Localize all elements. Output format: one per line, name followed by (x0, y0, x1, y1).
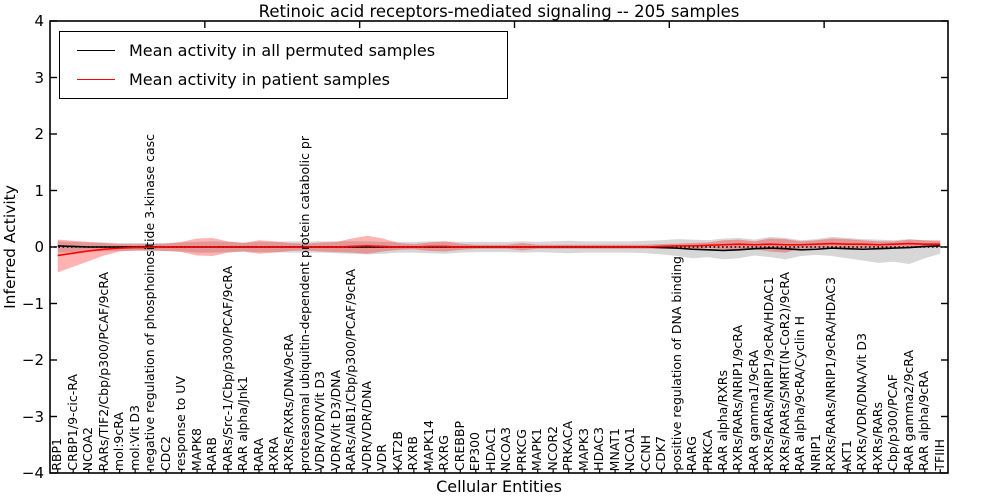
y-tick-label: −2 (21, 351, 44, 369)
x-tick-label: RARs/AIB1/Cbp/p300/PCAF/9cRA (343, 269, 359, 471)
x-tick-label: RXRs/RARs/NRIP1/9cRA/HDAC1 (761, 277, 777, 471)
x-tick-label: MAPK8 (188, 427, 204, 471)
x-tick-label: RARG (684, 435, 700, 471)
x-tick-label: mol:Vit D3 (126, 405, 142, 471)
x-tick-label: RXRs/RARs (869, 402, 885, 471)
x-tick-label: RXRG (436, 435, 452, 471)
x-tick-label: MAPK1 (529, 427, 545, 471)
x-tick-label: RXRs/VDR/DNA/Vit D3 (854, 333, 870, 471)
x-tick-label: response to UV (173, 376, 189, 471)
x-tick-label: RARs/TIF2/Cbp/p300/PCAF/9cRA (95, 271, 111, 471)
x-tick-label: RXRs/RARs/NRIP1/9cRA/HDAC3 (823, 277, 839, 471)
x-tick-label: RAR alpha/9cRA (916, 371, 932, 471)
x-tick-label: RBP1 (49, 438, 65, 471)
patient-mean-line (57, 242, 941, 257)
y-tick-label: −1 (21, 294, 44, 313)
legend-line-sample (77, 79, 115, 80)
x-axis-label: Cellular Entities (436, 477, 562, 496)
x-tick-label: MAPK14 (420, 420, 436, 471)
y-tick-label: 0 (34, 238, 44, 256)
x-tick-label: mol:9cRA (111, 411, 127, 471)
x-tick-label: NCOA1 (622, 426, 638, 471)
x-tick-label: HDAC1 (482, 427, 498, 471)
x-tick-label: proteasomal ubiquitin-dependent protein … (296, 135, 312, 471)
x-tick-label: CDK7 (653, 436, 669, 471)
x-tick-label: CREBBP (451, 421, 467, 471)
y-tick-label: −3 (21, 407, 44, 426)
y-tick-label: −4 (21, 464, 44, 482)
x-tick-label: VDR (374, 444, 390, 471)
x-tick-label: RAR gamma1/9cRA (745, 350, 761, 471)
x-tick-label: RAR gamma2/9cRA (900, 350, 916, 471)
permuted-band (57, 236, 941, 264)
x-tick-label: RXRB (405, 436, 421, 471)
x-tick-label: RARB (204, 437, 220, 471)
x-tick-label: positive regulation of DNA binding (668, 256, 684, 471)
legend-entry: Mean activity in all permuted samples (60, 41, 507, 60)
x-tick-label: MAPK3 (575, 427, 591, 471)
x-tick-label: RARs/Src-1/Cbp/p300/PCAF/9cRA (219, 265, 235, 471)
x-tick-label: RAR alpha/Jnk1 (235, 375, 251, 471)
x-tick-label: EP300 (467, 431, 483, 471)
x-tick-label: NRIP1 (807, 433, 823, 471)
y-tick-label: 4 (34, 12, 44, 30)
x-tick-label: PRKCA (699, 429, 715, 471)
x-tick-label: CRBP1/9-cic-RA (64, 374, 80, 471)
x-tick-label: Cbp/p300/PCAF (885, 374, 901, 471)
x-tick-label: CCNH (637, 434, 653, 471)
x-tick-label: VDR/VDR/DNA (358, 381, 374, 471)
x-tick-label: VDR/VDR/Vit D3 (312, 370, 328, 471)
x-tick-label: RXRA (266, 437, 281, 471)
legend-line-sample (77, 50, 115, 51)
legend-label: Mean activity in patient samples (129, 70, 390, 89)
x-tick-label: PRKCG (513, 428, 529, 471)
x-tick-label: KAT2B (389, 431, 405, 471)
y-tick-label: 1 (34, 181, 44, 200)
y-tick-label: 2 (34, 125, 44, 143)
x-tick-label: AKT1 (838, 439, 854, 471)
x-tick-label: NCOR2 (544, 426, 560, 471)
x-tick-label: VDR/Vit D3/DNA (327, 369, 343, 471)
x-tick-label: RXRs/RXRs/DNA/9cRA (281, 334, 297, 471)
chart-title: Retinoic acid receptors-mediated signali… (258, 2, 740, 21)
legend: Mean activity in all permuted samples Mea… (59, 31, 508, 99)
x-tick-label: RARA (250, 437, 266, 471)
x-tick-label: negative regulation of phosphoinositide … (142, 133, 158, 472)
x-tick-label: HDAC3 (591, 427, 607, 471)
legend-label: Mean activity in all permuted samples (129, 41, 436, 60)
y-tick-label: 3 (34, 68, 44, 87)
legend-entry: Mean activity in patient samples (60, 70, 507, 89)
x-tick-label: PRKACA (560, 421, 576, 471)
x-tick-label: TFIIH (931, 439, 947, 471)
x-tick-label: MNAT1 (606, 427, 622, 471)
x-tick-label: CDC2 (157, 435, 173, 471)
x-tick-label: RAR alpha/RXRs (715, 370, 730, 471)
x-tick-label: RXRs/RARs/NRIP1/9cRA (730, 325, 746, 471)
x-tick-label: RAR alpha/9cRA/Cyclin H (792, 315, 808, 471)
x-tick-label: NCOA3 (498, 426, 514, 471)
x-tick-label: NCOA2 (80, 426, 96, 471)
x-tick-label: RXRs/RARs/SMRT(N-CoR2)/9cRA (776, 271, 792, 471)
